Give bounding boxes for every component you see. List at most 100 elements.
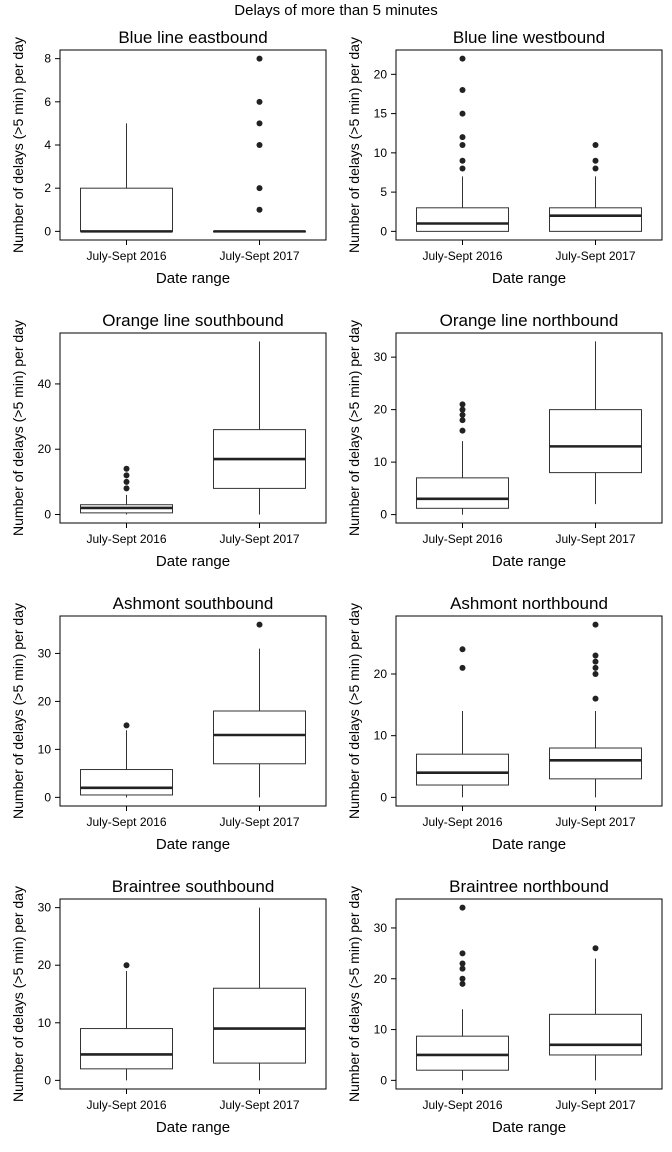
outlier-point	[459, 904, 466, 911]
iqr-box	[416, 207, 509, 232]
y-tick-label: 0	[44, 508, 51, 522]
chart-panel-4: Orange line northbound 0 10 20 30 Number of d…	[346, 311, 663, 570]
x-tick-label: July-Sept 2017	[555, 249, 635, 263]
chart-title: Braintree northbound	[449, 877, 609, 896]
box-2	[549, 341, 642, 505]
y-tick-label: 20	[38, 442, 52, 456]
y-tick-label: 0	[44, 1073, 51, 1087]
y-axis-label: Number of delays (>5 min) per day	[10, 320, 26, 536]
iqr-box	[549, 747, 642, 780]
chart-panel-7: Braintree southbound 0 10 20 30 Number of del…	[10, 877, 327, 1136]
x-tick-label: July-Sept 2017	[555, 815, 635, 829]
x-axis-label: Date range	[492, 553, 566, 570]
outlier-point	[256, 55, 263, 62]
outlier-point	[592, 695, 599, 702]
y-tick-label: 30	[38, 646, 52, 660]
y-tick-label: 30	[38, 901, 52, 915]
outlier-point	[459, 417, 466, 424]
y-tick-label: 10	[374, 729, 388, 743]
iqr-box	[80, 1028, 173, 1070]
x-tick-label: July-Sept 2016	[86, 815, 166, 829]
x-tick-label: July-Sept 2016	[422, 532, 502, 546]
outlier-point	[592, 658, 599, 665]
outlier-point	[256, 185, 263, 192]
box-1	[416, 401, 509, 515]
outlier-point	[459, 965, 466, 972]
chart-title: Ashmont southbound	[113, 594, 274, 613]
box-1	[416, 904, 509, 1081]
outlier-point	[123, 962, 130, 969]
box-1	[80, 123, 173, 233]
plot-frame	[395, 332, 663, 524]
box-1	[416, 646, 509, 798]
iqr-box	[213, 710, 306, 765]
box-2	[549, 142, 642, 232]
plot-frame	[59, 332, 327, 524]
x-tick-label: July-Sept 2016	[422, 249, 502, 263]
outlier-point	[459, 664, 466, 671]
y-tick-label: 20	[374, 403, 388, 417]
x-tick-label: July-Sept 2016	[86, 249, 166, 263]
y-tick-label: 15	[374, 107, 388, 121]
y-tick-label: 10	[38, 742, 52, 756]
outlier-point	[459, 55, 466, 62]
box-1	[80, 722, 173, 798]
chart-panel-6: Ashmont northbound 0 10 20 Number of delays …	[346, 594, 663, 853]
y-tick-label: 10	[374, 455, 388, 469]
x-tick-label: July-Sept 2016	[86, 532, 166, 546]
y-axis-label: Number of delays (>5 min) per day	[346, 886, 362, 1102]
outlier-point	[459, 406, 466, 413]
chart-panel-8: Braintree northbound 0 10 20 30 Number of del…	[346, 877, 663, 1136]
y-tick-label: 20	[374, 972, 388, 986]
box-2	[213, 341, 306, 515]
outlier-point	[459, 142, 466, 148]
y-axis-label: Number of delays (>5 min) per day	[346, 37, 362, 253]
x-axis-label: Date range	[492, 270, 566, 287]
iqr-box	[80, 187, 173, 232]
outlier-point	[592, 142, 599, 148]
y-tick-label: 30	[374, 350, 388, 364]
chart-panel-1: Blue line eastbound 0 2 4 6 8 Number of delays…	[10, 28, 327, 287]
outlier-point	[592, 945, 599, 952]
box-2	[549, 621, 642, 798]
outlier-point	[123, 722, 130, 729]
plot-frame	[395, 615, 663, 807]
chart-panel-2: Blue line westbound 0 5 10 15 20 Number of del…	[346, 28, 663, 287]
y-tick-label: 10	[374, 1023, 388, 1037]
outlier-point	[123, 465, 130, 472]
outlier-point	[459, 960, 466, 967]
outlier-point	[459, 975, 466, 982]
chart-panel-3: Orange line southbound 0 20 40 Number of del…	[10, 311, 327, 570]
box-2	[213, 621, 306, 798]
outlier-point	[459, 157, 466, 164]
iqr-box	[416, 477, 509, 509]
iqr-box	[549, 1013, 642, 1056]
chart-panel-5: Ashmont southbound 0 10 20 30 Number of delay…	[10, 594, 327, 853]
iqr-box	[80, 769, 173, 796]
x-axis-label: Date range	[156, 1119, 230, 1136]
chart-title: Orange line southbound	[102, 311, 283, 330]
outlier-point	[592, 652, 599, 659]
y-tick-label: 0	[44, 790, 51, 804]
chart-title: Blue line eastbound	[118, 28, 267, 47]
y-tick-label: 20	[374, 667, 388, 681]
plot-frame	[59, 898, 327, 1090]
y-tick-label: 2	[44, 181, 51, 195]
x-tick-label: July-Sept 2016	[422, 815, 502, 829]
x-tick-label: July-Sept 2016	[422, 1098, 502, 1112]
outlier-point	[459, 110, 466, 117]
box-1	[416, 55, 509, 232]
outlier-point	[256, 98, 263, 105]
box-1	[80, 962, 173, 1081]
plot-frame	[395, 898, 663, 1090]
y-tick-label: 20	[374, 67, 388, 81]
box-2	[549, 945, 642, 1081]
outlier-point	[459, 134, 466, 141]
outlier-point	[459, 401, 466, 408]
x-tick-label: July-Sept 2017	[555, 532, 635, 546]
y-tick-label: 8	[44, 52, 51, 66]
outlier-point	[592, 165, 599, 172]
y-axis-label: Number of delays (>5 min) per day	[346, 603, 362, 819]
y-tick-label: 6	[44, 95, 51, 109]
x-tick-label: July-Sept 2017	[219, 532, 299, 546]
